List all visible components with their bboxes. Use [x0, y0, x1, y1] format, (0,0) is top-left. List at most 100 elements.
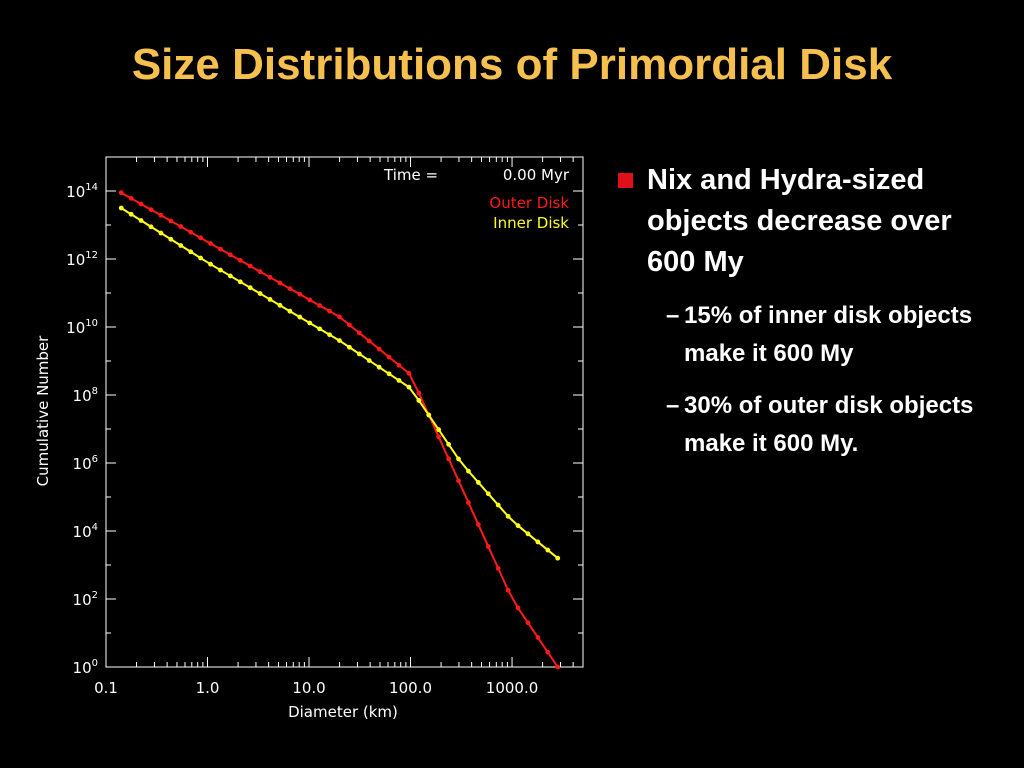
x-tick-label: 1000.0 [486, 679, 539, 697]
outer-disk-point [495, 566, 501, 571]
y-axis-label: Cumulative Number [34, 335, 52, 486]
inner-disk-point [466, 468, 471, 474]
bullet-square-icon [618, 173, 633, 188]
bullet-list: Nix and Hydra-sized objects decrease ove… [618, 160, 1008, 463]
outer-disk-point [118, 190, 124, 196]
inner-disk-point [297, 314, 303, 320]
inner-disk-point [456, 456, 461, 462]
outer-disk-point [416, 390, 422, 396]
outer-disk-point [168, 218, 174, 224]
slide-title: Size Distributions of Primordial Disk [131, 40, 893, 89]
outer-disk-point [346, 322, 352, 328]
outer-disk-point [515, 605, 521, 611]
inner-disk-point [158, 230, 164, 236]
inner-disk-point [337, 338, 342, 343]
dash-icon: – [666, 392, 680, 419]
y-tick-label: 1010 [66, 318, 98, 337]
inner-disk-point [376, 364, 382, 370]
outer-disk-point [218, 246, 223, 252]
y-tick-label: 1014 [66, 182, 98, 201]
legend-outer-disk: Outer Disk [489, 194, 569, 212]
inner-disk-point [396, 378, 402, 383]
inner-disk-point [218, 267, 223, 273]
outer-disk-point [267, 274, 273, 280]
inner-disk-point [287, 308, 293, 314]
inner-disk-point [148, 224, 154, 230]
outer-disk-point [148, 207, 154, 213]
outer-disk-point [128, 195, 134, 201]
inner-disk-point [366, 358, 372, 363]
outer-disk-point [396, 362, 402, 368]
outer-disk-point [178, 224, 184, 229]
inner-disk-point [327, 332, 332, 338]
y-tick-label: 106 [73, 454, 98, 473]
outer-disk-point [257, 269, 263, 275]
outer-disk-point [307, 297, 313, 303]
y-tick-label: 104 [73, 522, 98, 541]
inner-disk-point [277, 302, 283, 308]
y-tick-label: 100 [73, 658, 98, 677]
inner-disk-point [307, 320, 313, 326]
inner-disk-point [317, 326, 323, 332]
inner-disk-point [118, 205, 124, 211]
outer-disk-point [436, 434, 442, 440]
outer-disk-point [505, 587, 511, 593]
inner-disk-point [267, 297, 273, 302]
x-tick-label: 0.1 [94, 679, 118, 697]
y-tick-label: 108 [73, 386, 98, 405]
outer-disk-point [237, 257, 243, 263]
dash-icon: – [666, 302, 680, 329]
inner-disk-point [237, 279, 243, 285]
x-axis-label: Diameter (km) [288, 703, 398, 721]
inner-disk-point [406, 384, 412, 390]
inner-disk-point [386, 371, 392, 377]
inner-disk-point [208, 261, 213, 267]
outer-disk-point [545, 649, 551, 655]
outer-disk-point [198, 235, 203, 241]
outer-disk-point [386, 354, 392, 360]
outer-disk-point [446, 456, 452, 462]
outer-disk-point [525, 620, 531, 626]
outer-disk-point [466, 500, 471, 506]
time-value: 0.00 Myr [503, 166, 570, 184]
outer-disk-point [188, 229, 194, 235]
time-label: Time = [383, 166, 438, 184]
inner-disk-point [188, 249, 194, 255]
outer-disk-point [535, 635, 541, 640]
sub-bullet-text-1: 15% of inner disk objects make it 600 My [684, 302, 973, 367]
inner-disk-point [436, 427, 442, 433]
outer-disk-point [227, 252, 233, 258]
outer-disk-point [356, 330, 362, 336]
outer-disk-point [277, 280, 283, 286]
outer-disk-point [297, 291, 303, 297]
outer-disk-point [337, 314, 342, 320]
outer-disk-point [475, 522, 481, 527]
y-tick-label: 102 [73, 590, 98, 609]
outer-disk-point [376, 346, 382, 352]
inner-disk-point [545, 547, 551, 553]
outer-disk-point [317, 303, 323, 308]
outer-disk-point [247, 263, 253, 269]
y-tick-label: 1012 [66, 250, 98, 269]
inner-disk-point [128, 211, 134, 217]
inner-disk-point [178, 243, 184, 248]
legend-inner-disk: Inner Disk [493, 214, 569, 232]
outer-disk-point [406, 370, 412, 376]
inner-disk-line [120, 207, 559, 559]
inner-disk-point [247, 285, 253, 291]
inner-disk-point [416, 398, 422, 403]
inner-disk-point [555, 555, 561, 561]
inner-disk-point [198, 255, 203, 261]
inner-disk-point [257, 291, 263, 296]
inner-disk-point [356, 351, 362, 357]
inner-disk-point [535, 539, 541, 545]
inner-disk-point [505, 513, 511, 519]
inner-disk-point [168, 236, 174, 242]
outer-disk-point [158, 212, 164, 218]
x-tick-label: 10.0 [292, 679, 325, 697]
outer-disk-point [456, 478, 461, 484]
outer-disk-point [138, 201, 144, 207]
inner-disk-point [426, 412, 432, 418]
inner-disk-point [227, 273, 233, 279]
x-tick-label: 1.0 [196, 679, 220, 697]
